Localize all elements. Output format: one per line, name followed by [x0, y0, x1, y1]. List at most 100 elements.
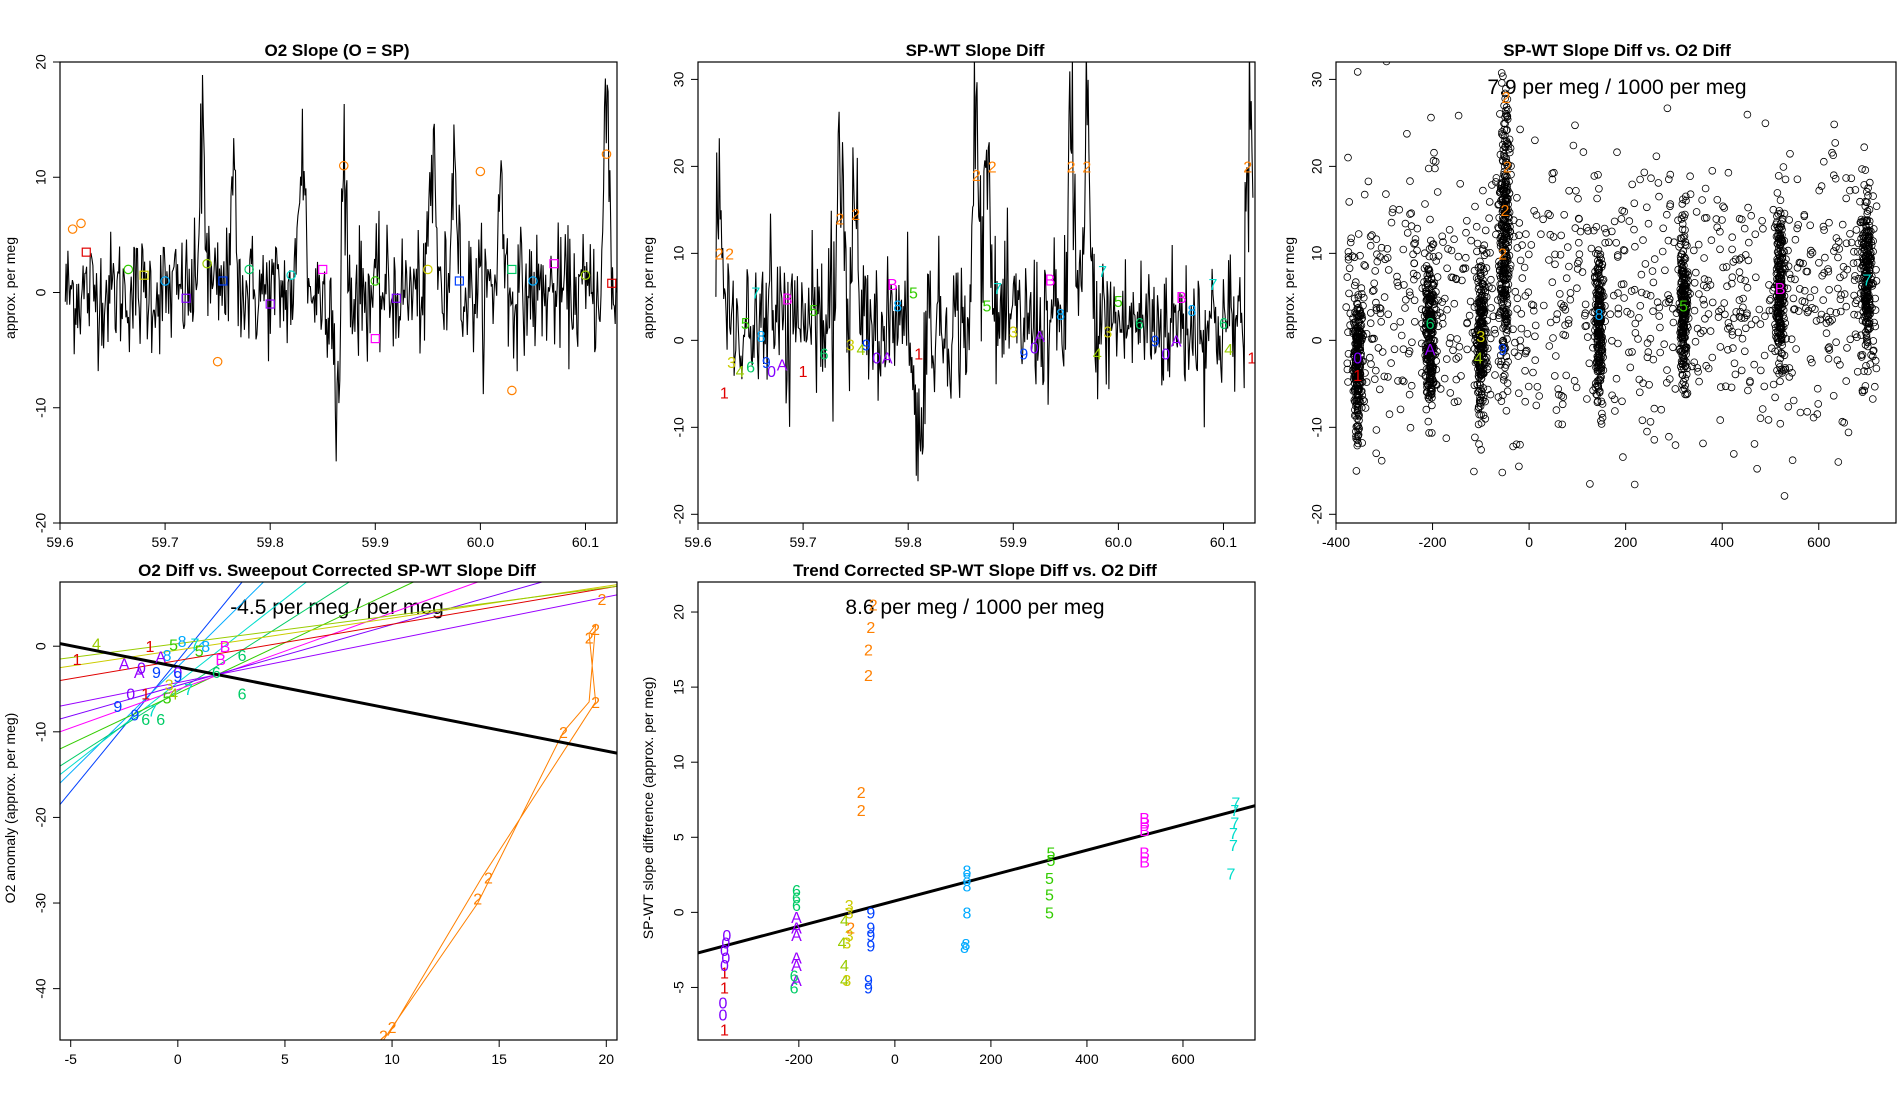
scatter-point [1450, 398, 1459, 407]
scatter-point [1794, 221, 1802, 229]
cluster-point [1427, 355, 1435, 364]
scatter-point [1691, 337, 1700, 346]
scatter-point [1750, 360, 1758, 369]
scatter-point [1871, 382, 1879, 391]
cluster-point [1499, 170, 1508, 179]
scatter-point [1736, 275, 1745, 283]
marker-label: 3 [842, 935, 851, 952]
cluster-point [1861, 197, 1870, 206]
cluster-point [1500, 152, 1508, 161]
scatter-point [1531, 332, 1539, 341]
scatter-point [1690, 306, 1699, 315]
marker-label: B [1139, 823, 1150, 840]
cluster-point [1861, 256, 1870, 265]
x-tick-label: 0 [891, 1051, 899, 1067]
scatter-point [1701, 184, 1710, 193]
scatter-point [1617, 280, 1626, 289]
marker-label: 6 [820, 346, 829, 363]
cluster-point [1477, 270, 1485, 278]
scatter-point [1411, 239, 1419, 247]
cluster-point [1776, 273, 1784, 281]
x-tick-label: 59.6 [684, 534, 711, 550]
scatter-point [1489, 312, 1498, 321]
scatter-point [1620, 207, 1629, 216]
scatter-point [1735, 214, 1744, 223]
scatter-point [1628, 348, 1636, 356]
cluster-point [1352, 348, 1361, 357]
marker-label: 2 [715, 246, 724, 263]
scatter-point [1511, 287, 1520, 296]
scatter-point [1674, 216, 1682, 225]
scatter-point [1572, 187, 1580, 195]
marker-label: 3 [1476, 329, 1485, 346]
y-tick-label: 0 [33, 642, 49, 650]
scatter-point [1785, 216, 1793, 224]
scatter-point [1799, 259, 1807, 268]
scatter-point [1481, 226, 1490, 235]
marker-label: 9 [173, 669, 182, 686]
scatter-point [1485, 214, 1493, 223]
cluster-point [1678, 359, 1686, 368]
scatter-point [1345, 264, 1354, 273]
scatter-point [1390, 345, 1399, 354]
cluster-point [1501, 89, 1509, 98]
x-tick-label: 60.0 [467, 534, 494, 550]
y-tick-label: 10 [671, 245, 687, 261]
marker-label: 4 [1474, 351, 1483, 368]
cluster-point [1596, 367, 1604, 376]
scatter-point [1832, 234, 1841, 242]
marker-label: 9 [866, 920, 875, 937]
scatter-point [1846, 230, 1854, 238]
scatter-point [1346, 309, 1355, 318]
cluster-point [1353, 436, 1362, 445]
cluster-point [1680, 355, 1688, 364]
scatter-point [1806, 221, 1814, 230]
marker-label: 2 [1243, 159, 1252, 176]
scatter-point [1853, 367, 1862, 376]
marker-label: A [791, 973, 802, 990]
cluster-point [1503, 299, 1512, 307]
scatter-point [1524, 382, 1533, 391]
cluster-point [1426, 299, 1435, 307]
series-trace [715, 62, 1254, 482]
scatter-point [1793, 175, 1802, 184]
scatter-point [1388, 208, 1397, 217]
cluster-point [1682, 192, 1690, 201]
cluster-point [1473, 380, 1482, 389]
scatter-point [1590, 226, 1598, 235]
cluster-point [1862, 305, 1870, 314]
scatter-point [1690, 358, 1698, 367]
cluster-point [1356, 369, 1364, 378]
cluster-point [1593, 335, 1602, 344]
marker-label: 6 [141, 712, 150, 729]
scatter-point [1738, 334, 1747, 343]
cluster-point [1868, 352, 1877, 361]
marker-label: 5 [983, 299, 992, 316]
y-tick-label: 0 [671, 908, 687, 916]
scatter-point [1656, 348, 1664, 357]
scatter-point [1695, 290, 1703, 298]
marker-label: 2 [866, 620, 875, 637]
scatter-point [1366, 319, 1375, 328]
cluster-point [1683, 299, 1692, 308]
cluster-point [1596, 295, 1604, 304]
plot-frame [697, 61, 1256, 524]
cluster-point [1679, 195, 1687, 204]
scatter-point [1657, 405, 1666, 414]
cluster-point [1477, 419, 1486, 427]
scatter-point [1406, 423, 1415, 432]
cluster-point [1504, 243, 1512, 252]
scatter-point [1431, 164, 1439, 173]
marker-label: 4 [840, 913, 849, 930]
cluster-point [1426, 364, 1435, 373]
scatter-point [1832, 338, 1840, 347]
scatter-point [1786, 150, 1794, 158]
cluster-point [1501, 371, 1509, 379]
scatter-point [1761, 312, 1769, 321]
marker-label: 9 [131, 708, 140, 725]
cluster-point [1499, 336, 1508, 345]
scatter-point [1835, 245, 1844, 253]
cluster-point [1502, 137, 1511, 145]
scatter-point [1572, 383, 1581, 392]
cluster-point [1677, 357, 1686, 366]
